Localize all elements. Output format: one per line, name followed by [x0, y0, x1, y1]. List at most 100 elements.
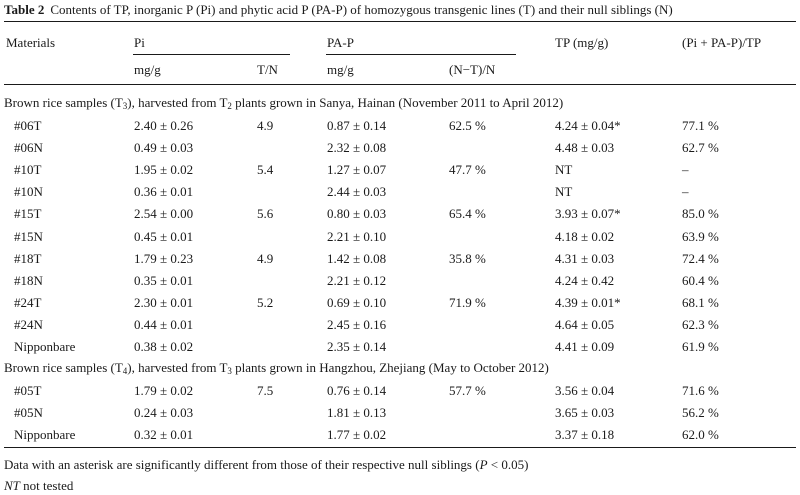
cell-pi: 2.30 ± 0.01 — [134, 294, 194, 310]
cell-pap: 2.21 ± 0.10 — [327, 228, 387, 244]
cell-tp: 4.18 ± 0.02 — [555, 228, 615, 244]
cell-ntn: 47.7 % — [449, 162, 486, 178]
cell-tp: 3.93 ± 0.07* — [555, 206, 621, 222]
cell-tp: NT — [555, 162, 573, 178]
cell-pi: 1.79 ± 0.23 — [134, 250, 194, 266]
cell-pap: 1.42 ± 0.08 — [327, 250, 387, 266]
cell-material: #05T — [14, 383, 42, 398]
cell-pap: 2.35 ± 0.14 — [327, 339, 387, 354]
cell-ratio: 85.0 % — [682, 206, 719, 222]
cell-pi: 0.24 ± 0.03 — [134, 405, 194, 421]
header-tp: TP (mg/g) — [555, 35, 609, 50]
header-pap: PA-P — [327, 35, 354, 50]
pi-subrule — [133, 54, 290, 55]
cell-tp: 3.65 ± 0.03 — [555, 405, 615, 421]
cell-material: #10T — [14, 162, 42, 178]
cell-material: #15N — [14, 228, 43, 244]
bottom-rule — [4, 447, 796, 448]
cell-tp: NT — [555, 184, 573, 200]
table-label: Table 2 — [4, 2, 45, 17]
cell-material: #06T — [14, 118, 42, 133]
cell-pap: 2.21 ± 0.12 — [327, 272, 387, 288]
cell-pap: 2.32 ± 0.08 — [327, 140, 387, 156]
cell-tp: 3.56 ± 0.04 — [555, 383, 615, 398]
cell-ratio: 63.9 % — [682, 228, 719, 244]
cell-ratio: 68.1 % — [682, 294, 719, 310]
cell-pap: 2.44 ± 0.03 — [327, 184, 387, 200]
cell-pi: 0.32 ± 0.01 — [134, 427, 194, 443]
cell-pi: 2.54 ± 0.00 — [134, 206, 194, 222]
cell-tn: 5.4 — [257, 162, 274, 178]
cell-tn: 5.2 — [257, 294, 274, 310]
cell-material: Nipponbare — [14, 427, 76, 443]
cell-tp: 4.39 ± 0.01* — [555, 294, 621, 310]
header-pap-unit: mg/g — [327, 62, 354, 77]
cell-pi: 2.40 ± 0.26 — [134, 118, 194, 133]
cell-pi: 1.79 ± 0.02 — [134, 383, 194, 398]
cell-ratio: 72.4 % — [682, 250, 719, 266]
cell-material: #10N — [14, 184, 43, 200]
header-pi-unit: mg/g — [134, 62, 161, 77]
cell-pi: 0.38 ± 0.02 — [134, 339, 194, 354]
cell-tn: 4.9 — [257, 250, 274, 266]
cell-pap: 1.81 ± 0.13 — [327, 405, 387, 421]
cell-ratio: 62.0 % — [682, 427, 719, 443]
cell-material: Nipponbare — [14, 339, 76, 354]
cell-pap: 0.76 ± 0.14 — [327, 383, 387, 398]
cell-tp: 4.31 ± 0.03 — [555, 250, 615, 266]
cell-ntn: 71.9 % — [449, 294, 486, 310]
cell-material: #24N — [14, 316, 43, 332]
cell-pap: 0.69 ± 0.10 — [327, 294, 387, 310]
cell-ratio: 62.7 % — [682, 140, 719, 156]
section-title: Brown rice samples (T3), harvested from … — [4, 95, 564, 111]
cell-tn: 7.5 — [257, 383, 274, 398]
cell-ratio: 77.1 % — [682, 118, 719, 133]
cell-tn: 5.6 — [257, 206, 274, 222]
cell-tp: 4.64 ± 0.05 — [555, 316, 615, 332]
cell-tp: 4.48 ± 0.03 — [555, 140, 615, 156]
footnote-nt: NT not tested — [4, 478, 74, 493]
header-pap-ntn: (N−T)/N — [449, 62, 496, 77]
header-pi-tn: T/N — [257, 62, 278, 77]
cell-material: #18T — [14, 250, 42, 266]
cell-pap: 0.80 ± 0.03 — [327, 206, 387, 222]
pap-subrule — [326, 54, 516, 55]
cell-ratio: 56.2 % — [682, 405, 719, 421]
cell-tp: 4.41 ± 0.09 — [555, 339, 615, 354]
cell-material: #05N — [14, 405, 43, 421]
cell-tn: 4.9 — [257, 118, 274, 133]
cell-pap: 1.77 ± 0.02 — [327, 427, 387, 443]
cell-pi: 0.45 ± 0.01 — [134, 228, 194, 244]
cell-pap: 1.27 ± 0.07 — [327, 162, 387, 178]
cell-pi: 1.95 ± 0.02 — [134, 162, 194, 178]
cell-ratio: – — [682, 184, 689, 200]
cell-tp: 3.37 ± 0.18 — [555, 427, 615, 443]
table-caption: Table 2 Contents of TP, inorganic P (Pi) … — [4, 2, 796, 18]
cell-ratio: 71.6 % — [682, 383, 719, 398]
cell-material: #15T — [14, 206, 42, 222]
caption-text: Contents of TP, inorganic P (Pi) and phy… — [50, 2, 673, 17]
cell-pap: 2.45 ± 0.16 — [327, 316, 387, 332]
footnote-asterisk: Data with an asterisk are significantly … — [4, 457, 529, 472]
cell-ratio: 60.4 % — [682, 272, 719, 288]
header-materials: Materials — [6, 35, 56, 50]
cell-ntn: 35.8 % — [449, 250, 486, 266]
header-pi: Pi — [134, 35, 145, 50]
cell-ratio: 61.9 % — [682, 339, 719, 354]
cell-pi: 0.35 ± 0.01 — [134, 272, 194, 288]
cell-pi: 0.44 ± 0.01 — [134, 316, 194, 332]
cell-pi: 0.36 ± 0.01 — [134, 184, 194, 200]
top-rule — [4, 21, 796, 22]
cell-tp: 4.24 ± 0.42 — [555, 272, 615, 288]
section-title: Brown rice samples (T4), harvested from … — [4, 360, 549, 376]
header-rule — [4, 84, 796, 85]
cell-tp: 4.24 ± 0.04* — [555, 118, 621, 133]
cell-pi: 0.49 ± 0.03 — [134, 140, 194, 156]
cell-ratio: – — [682, 162, 689, 178]
cell-material: #24T — [14, 294, 42, 310]
cell-pap: 0.87 ± 0.14 — [327, 118, 387, 133]
cell-ntn: 65.4 % — [449, 206, 486, 222]
header-ratio: (Pi + PA-P)/TP — [682, 35, 762, 50]
cell-ntn: 57.7 % — [449, 383, 486, 398]
cell-material: #06N — [14, 140, 43, 156]
